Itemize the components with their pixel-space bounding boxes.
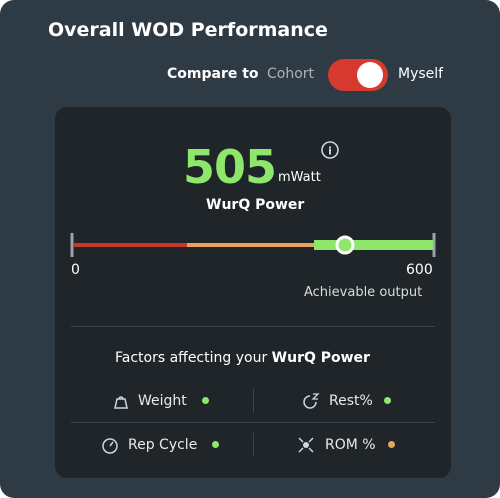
cycle-icon (102, 438, 118, 454)
factors-title: Factors affecting your WurQ Power (115, 350, 370, 366)
score-value: 505 (183, 140, 277, 194)
gauge-min: 0 (71, 262, 80, 278)
divider (71, 422, 435, 423)
gauge (70, 233, 436, 257)
divider (253, 433, 254, 457)
score-name: WurQ Power (206, 197, 305, 213)
gauge-max: 600 (406, 262, 433, 278)
compare-right[interactable]: Myself (398, 66, 444, 82)
factors-title-bold: WurQ Power (271, 350, 370, 366)
panel (55, 107, 451, 478)
factor-label: Rep Cycle (128, 437, 198, 453)
divider (253, 389, 254, 413)
factor-label: ROM % (325, 437, 376, 453)
title: Overall WOD Performance (48, 19, 328, 41)
status-dot (384, 397, 391, 404)
factor-label: Rest% (329, 393, 373, 409)
factors-title-prefix: Factors affecting your (115, 350, 268, 366)
score-unit: mWatt (278, 170, 321, 185)
status-dot (202, 397, 209, 404)
rom-icon (298, 437, 314, 453)
rest-icon (303, 393, 320, 409)
gauge-knob (335, 235, 355, 255)
toggle[interactable] (328, 59, 388, 91)
compare-left[interactable]: Cohort (267, 66, 315, 82)
info-icon[interactable]: i (320, 140, 340, 160)
compare-label: Compare to (167, 66, 259, 82)
status-dot (212, 441, 219, 448)
toggle-knob (357, 62, 383, 88)
factor-label: Weight (138, 393, 187, 409)
info-glyph: i (328, 145, 332, 158)
status-dot (388, 441, 395, 448)
gauge-caption: Achievable output (304, 285, 423, 300)
divider (71, 326, 435, 327)
weight-icon (114, 396, 128, 409)
